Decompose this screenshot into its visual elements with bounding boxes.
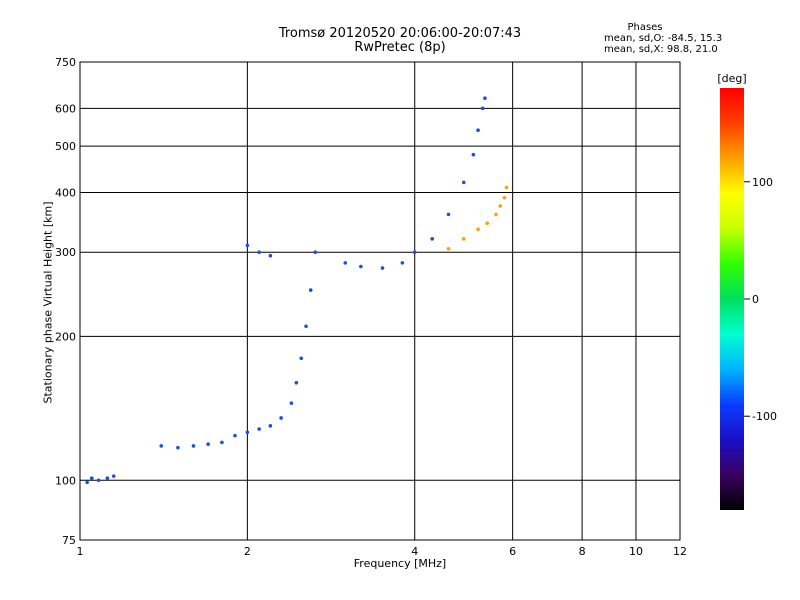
o-mode-point bbox=[206, 442, 210, 446]
plot-subtitle: RwPretec (8p) bbox=[354, 40, 446, 55]
y-tick-label: 600 bbox=[55, 102, 76, 115]
o-mode-point bbox=[400, 261, 405, 265]
phases-o-stats: mean, sd,O: -84.5, 15.3 bbox=[604, 33, 723, 44]
plot-frame bbox=[79, 61, 681, 541]
o-mode-point bbox=[268, 424, 273, 428]
x-tick-label: 4 bbox=[411, 545, 418, 558]
x-tick-label: 12 bbox=[673, 545, 687, 558]
colorbar-tick-label: -100 bbox=[752, 410, 777, 423]
o-mode-point bbox=[461, 180, 466, 185]
x-axis-label: Frequency [MHz] bbox=[353, 557, 447, 570]
y-tick-label: 500 bbox=[55, 140, 76, 153]
x-axis-ticks: 1 2 4 6 8 10 12 bbox=[77, 545, 688, 558]
y-tick-label: 75 bbox=[62, 534, 76, 547]
o-mode-point bbox=[480, 106, 485, 111]
o-mode-point bbox=[359, 264, 363, 269]
plot-title: Tromsø 20120520 20:06:00-20:07:43 bbox=[278, 26, 522, 41]
x-mode-point bbox=[498, 204, 503, 208]
x-mode-point bbox=[504, 185, 509, 190]
y-tick-label: 400 bbox=[55, 186, 76, 199]
o-mode-point bbox=[313, 250, 318, 255]
x-tick-label: 2 bbox=[244, 545, 251, 558]
y-tick-label: 200 bbox=[55, 330, 76, 343]
y-tick-label: 100 bbox=[55, 474, 76, 487]
o-mode-point bbox=[159, 444, 164, 448]
o-mode-point bbox=[89, 476, 94, 481]
x-mode-point bbox=[502, 195, 507, 200]
colorbar-tick-label: 0 bbox=[752, 293, 759, 306]
y-tick-label: 300 bbox=[55, 246, 76, 259]
colorbar-label: [deg] bbox=[717, 72, 746, 85]
x-mode-point bbox=[476, 227, 480, 232]
o-mode-point bbox=[111, 474, 116, 478]
x-tick-label: 6 bbox=[509, 545, 516, 558]
o-mode-point bbox=[105, 476, 110, 481]
data-points bbox=[85, 96, 509, 485]
o-mode-point bbox=[85, 480, 89, 485]
colorbar: [deg] -100 0 100 bbox=[717, 72, 777, 510]
o-mode-point bbox=[380, 266, 385, 270]
o-mode-point bbox=[430, 237, 434, 241]
o-mode-point bbox=[245, 430, 250, 435]
o-mode-point bbox=[308, 288, 313, 292]
o-mode-point bbox=[257, 427, 261, 431]
x-tick-label: 10 bbox=[629, 545, 643, 558]
x-tick-label: 8 bbox=[579, 545, 586, 558]
phases-heading: Phases bbox=[627, 22, 663, 33]
colorbar-gradient bbox=[720, 88, 744, 510]
o-mode-point bbox=[471, 152, 476, 157]
o-mode-point bbox=[220, 440, 224, 445]
o-mode-point bbox=[245, 243, 250, 248]
colorbar-tick-label: 100 bbox=[752, 176, 773, 189]
x-mode-point bbox=[485, 221, 489, 226]
o-mode-point bbox=[289, 401, 294, 405]
o-mode-point bbox=[191, 444, 196, 448]
o-mode-point bbox=[233, 433, 237, 438]
o-mode-point bbox=[257, 250, 261, 255]
grid-lines bbox=[80, 62, 680, 540]
o-mode-point bbox=[268, 253, 273, 258]
o-mode-point bbox=[483, 96, 487, 100]
o-mode-point bbox=[176, 445, 180, 450]
o-mode-point bbox=[412, 250, 417, 255]
o-mode-point bbox=[279, 416, 283, 420]
y-tick-label: 750 bbox=[55, 56, 76, 69]
phases-x-stats: mean, sd,X: 98.8, 21.0 bbox=[604, 44, 718, 55]
o-mode-point bbox=[446, 212, 451, 217]
o-mode-point bbox=[476, 128, 480, 132]
y-axis-ticks: 75 100 200 300 400 500 600 750 bbox=[55, 56, 76, 547]
x-tick-label: 1 bbox=[77, 545, 84, 558]
x-mode-point bbox=[494, 212, 498, 217]
x-mode-point bbox=[461, 237, 466, 241]
o-mode-point bbox=[294, 380, 299, 385]
x-mode-point bbox=[446, 246, 451, 251]
o-mode-point bbox=[304, 324, 308, 329]
o-mode-point bbox=[96, 478, 101, 483]
o-mode-point bbox=[343, 261, 348, 265]
o-mode-point bbox=[299, 356, 304, 361]
